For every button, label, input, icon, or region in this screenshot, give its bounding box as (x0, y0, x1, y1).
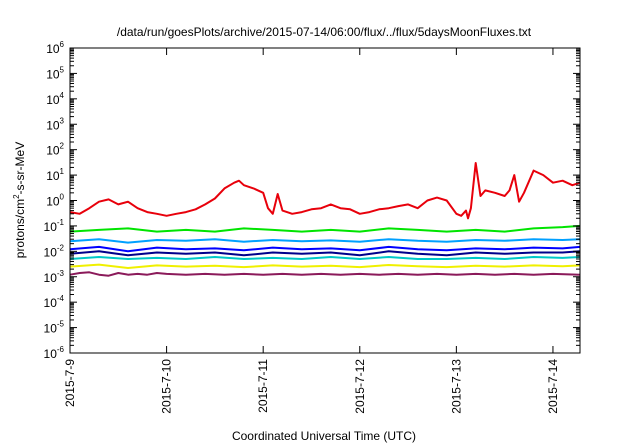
y-axis: 10610510410310210110010-110-210-310-410-… (44, 40, 580, 361)
y-tick-base: 10 (46, 169, 60, 183)
plot-frame (69, 47, 581, 354)
y-tick-label: 105 (46, 65, 64, 81)
series-line (69, 271, 581, 277)
y-tick-label: 101 (46, 167, 64, 183)
series-line (69, 263, 581, 269)
chart-title: /data/run/goesPlots/archive/2015-07-14/0… (117, 25, 532, 39)
x-axis-label: Coordinated Universal Time (UTC) (232, 429, 416, 443)
y-tick-label: 10-2 (44, 243, 65, 259)
y-tick-label: 10-4 (44, 294, 65, 310)
y-tick-base: 10 (44, 347, 58, 361)
y-tick-exponent: -6 (57, 345, 65, 354)
y-tick-label: 100 (46, 193, 64, 209)
x-tick-label: 2015-7-12 (353, 359, 367, 414)
y-tick-exponent: 4 (60, 91, 65, 100)
y-tick-exponent: -5 (57, 320, 65, 329)
y-tick-label: 10-5 (44, 320, 65, 336)
y-tick-base: 10 (46, 118, 60, 132)
y-tick-exponent: 0 (60, 193, 65, 202)
x-tick-label: 2015-7-11 (256, 359, 270, 413)
y-tick-label: 10-6 (44, 345, 65, 361)
y-tick-exponent: -2 (57, 243, 65, 252)
y-tick-base: 10 (44, 322, 58, 336)
y-tick-exponent: 1 (60, 167, 65, 176)
y-tick-base: 10 (44, 296, 58, 310)
series-line (69, 250, 581, 257)
y-tick-label: 106 (46, 40, 64, 56)
y-tick-label: 10-1 (44, 218, 65, 234)
series-line (69, 245, 581, 253)
series-line (69, 238, 581, 244)
y-tick-label: 103 (46, 116, 64, 132)
x-tick-label: 2015-7-10 (160, 359, 174, 414)
y-axis-label: protons/cm2-s-sr-MeV (12, 142, 27, 258)
series-line (69, 224, 581, 233)
x-tick-label: 2015-7-14 (546, 359, 560, 414)
y-tick-base: 10 (46, 93, 60, 107)
y-tick-label: 102 (46, 142, 64, 158)
y-tick-base: 10 (46, 42, 60, 56)
y-tick-base: 10 (44, 220, 58, 234)
y-tick-exponent: -3 (57, 269, 65, 278)
y-tick-exponent: 5 (60, 65, 65, 74)
y-tick-base: 10 (44, 245, 58, 259)
y-tick-base: 10 (46, 144, 60, 158)
y-tick-base: 10 (44, 271, 58, 285)
y-tick-base: 10 (46, 67, 60, 81)
x-tick-label: 2015-7-13 (449, 359, 463, 414)
y-tick-exponent: 3 (60, 116, 65, 125)
y-tick-base: 10 (46, 195, 60, 209)
y-tick-exponent: -4 (57, 294, 65, 303)
y-tick-label: 10-3 (44, 269, 65, 285)
y-tick-label: 104 (46, 91, 64, 107)
series-layer (69, 162, 581, 277)
y-tick-exponent: -1 (57, 218, 65, 227)
x-axis: 2015-7-9 2015-7-10 2015-7-11 2015-7-12 2015-… (63, 48, 560, 414)
y-tick-exponent: 2 (60, 142, 65, 151)
series-line (69, 162, 581, 220)
series-line (69, 256, 581, 260)
x-tick-label: 2015-7-9 (63, 359, 77, 407)
y-tick-exponent: 6 (60, 40, 65, 49)
